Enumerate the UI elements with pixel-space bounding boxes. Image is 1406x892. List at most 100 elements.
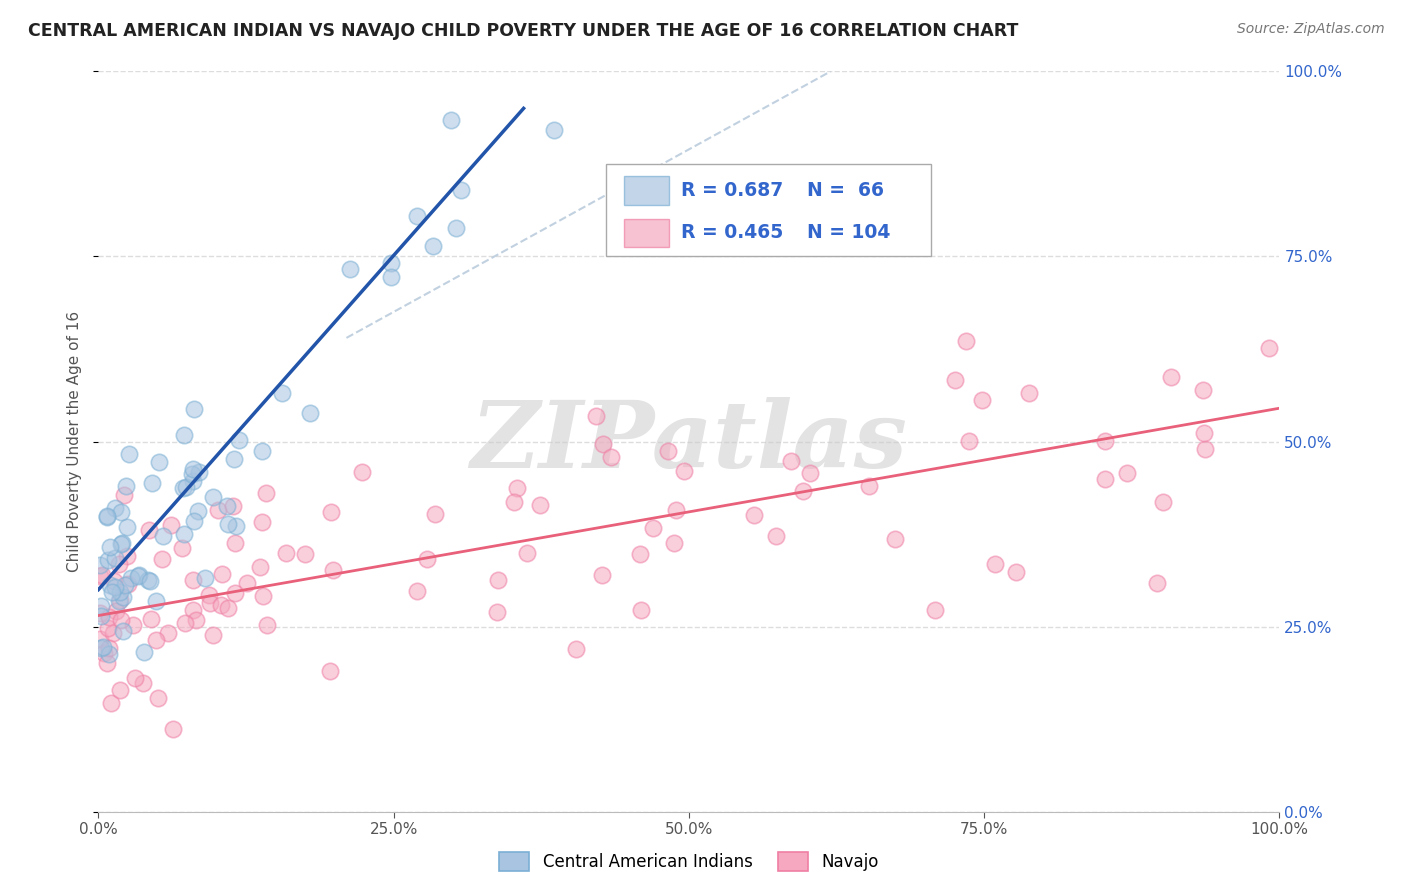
Point [93,646,115,660]
Point [197,588,219,602]
Point [184,613,207,627]
Point [884,532,907,546]
Point [114,479,136,493]
Point [322,563,344,577]
Point [225,519,247,533]
Point [138,524,160,538]
Bar [624,219,669,247]
Point [1194,425,1216,440]
Point [110,613,132,627]
Text: CENTRAL AMERICAN INDIAN VS NAVAJO CHILD POVERTY UNDER THE AGE OF 16 CORRELATION : CENTRAL AMERICAN INDIAN VS NAVAJO CHILD … [28,22,1018,40]
Point [89,632,111,647]
Point [592,437,614,451]
Text: N = 104: N = 104 [807,223,890,243]
Point [298,406,321,420]
Point [779,454,801,468]
Point [201,490,224,504]
Point [90,609,112,624]
Point [211,566,233,581]
Point [108,557,131,571]
Point [319,505,342,519]
Point [110,682,132,697]
Point [339,262,361,277]
Point [100,585,122,599]
Point [89,606,111,620]
Point [105,604,128,618]
Point [252,444,274,458]
Point [112,488,135,502]
Point [100,578,122,592]
Point [104,500,127,515]
Point [224,535,246,549]
Point [183,603,205,617]
Point [630,602,652,616]
Text: R = 0.687: R = 0.687 [681,181,783,200]
Point [294,547,316,561]
Point [543,122,565,136]
Point [201,628,224,642]
Point [160,517,183,532]
Point [150,552,173,566]
Point [657,443,679,458]
Point [319,664,342,678]
Point [122,617,145,632]
Point [181,467,204,482]
Point [405,209,427,223]
Point [157,625,180,640]
Point [222,499,245,513]
Point [215,499,238,513]
Legend: Central American Indians, Navajo: Central American Indians, Navajo [494,845,884,878]
Point [1192,383,1215,397]
Point [97,622,120,636]
Point [1094,472,1116,486]
Point [486,573,509,587]
Point [152,529,174,543]
Point [96,657,118,671]
Point [380,256,402,270]
Point [792,484,814,499]
Point [172,481,194,495]
Point [742,508,765,523]
Point [641,521,664,535]
Point [1018,386,1040,401]
Point [98,647,121,661]
Point [115,519,138,533]
Point [665,503,688,517]
Point [120,571,142,585]
Point [136,573,159,587]
Point [114,578,136,592]
Point [162,722,184,736]
Point [591,568,613,582]
Point [108,593,131,607]
Point [236,576,259,591]
Point [254,486,277,500]
Point [173,428,195,442]
Point [249,559,271,574]
Y-axis label: Child Poverty Under the Age of 16: Child Poverty Under the Age of 16 [67,311,83,572]
Point [127,569,149,583]
Point [250,515,273,529]
Point [799,467,821,481]
Text: N =  66: N = 66 [807,181,884,200]
Point [943,373,966,387]
Point [183,514,205,528]
Point [98,540,121,554]
Point [516,546,538,560]
Point [173,616,195,631]
Point [117,577,139,591]
Point [924,603,946,617]
Point [96,509,118,524]
Point [97,610,120,624]
Point [117,447,139,461]
Point [224,586,246,600]
Point [141,475,163,490]
Bar [624,177,669,204]
Point [422,239,444,253]
Text: ZIPatlas: ZIPatlas [471,397,907,486]
Point [252,589,274,603]
Point [183,402,205,417]
Point [176,480,198,494]
Point [765,529,787,543]
Point [1005,566,1028,580]
Point [957,434,980,448]
